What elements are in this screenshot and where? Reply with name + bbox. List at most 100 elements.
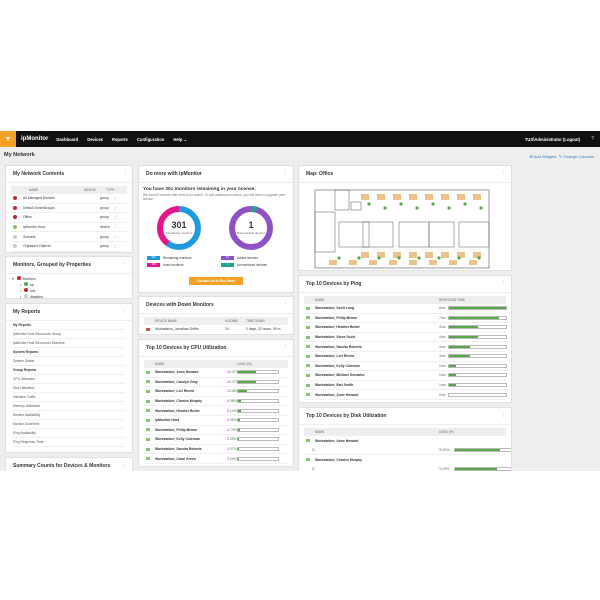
- table-row[interactable]: Workstation_Carol Green 3.04%: [144, 454, 288, 464]
- table-row[interactable]: Workstation_Kelly Coleman 3.09%: [144, 435, 288, 445]
- item-type: device: [100, 225, 110, 230]
- table-row[interactable]: ipMonitor Host 5.05%: [144, 416, 288, 426]
- report-link[interactable]: Monitor Availability: [13, 411, 125, 420]
- report-link[interactable]: ipMonitor Host Resources Monitors: [13, 339, 125, 348]
- device-name: Workstation_Steve Scott: [315, 335, 355, 340]
- table-row[interactable]: Workstation_Earl Smith 1ms: [304, 381, 507, 391]
- device-icon: [146, 370, 150, 374]
- table-row[interactable]: Workstation_Scott Long 8ms: [304, 304, 507, 314]
- metric-bar: [237, 427, 279, 432]
- tree-lost[interactable]: • lost: [20, 288, 36, 293]
- table-row[interactable]: Workstation_Steve Scott 4ms: [304, 333, 507, 343]
- donut1-value: 301: [171, 220, 186, 230]
- table-row[interactable]: Workstation_Heather Butler 8.14%: [144, 406, 288, 416]
- disk-drive-row[interactable]: C: 79.00%: [304, 446, 511, 456]
- menu-icon[interactable]: ⋮: [283, 301, 288, 307]
- table-row[interactable]: Workstation_Anne Howard: [304, 436, 506, 446]
- expand-icon[interactable]: ⤢: [114, 234, 117, 239]
- report-link[interactable]: Ping Response Time: [13, 438, 125, 447]
- menu-icon[interactable]: ⋮: [283, 170, 288, 176]
- device-name: Workstation_Lori Rivera: [315, 354, 355, 359]
- device-name: Workstation_Sandra Roberts: [315, 344, 362, 349]
- panel-title: Summary Counts for Devices & Monitors: [6, 458, 132, 471]
- report-link[interactable]: Disk Utilization: [13, 384, 125, 393]
- col-down: # DOWN: [225, 319, 238, 323]
- nav-dashboard[interactable]: Dashboard: [56, 136, 79, 142]
- contact-buy-button[interactable]: Contact Us to Buy More: [189, 277, 243, 285]
- menu-icon[interactable]: ⋮: [283, 344, 288, 350]
- change-columns-link[interactable]: ✎ Change Columns: [558, 154, 594, 159]
- report-link[interactable]: Monitor Downtime: [13, 420, 125, 429]
- list-item[interactable]: All Managed Devices group ⤢: [11, 194, 127, 204]
- device-icon: [146, 409, 150, 413]
- menu-icon[interactable]: ⋮: [122, 308, 127, 314]
- table-row[interactable]: Workstation_Sandra Roberts 3ms: [304, 342, 507, 352]
- report-link[interactable]: CPU Utilization: [13, 375, 125, 384]
- table-row[interactable]: Workstation_Michael Gonzalez 1ms: [304, 371, 507, 381]
- table-row[interactable]: Workstation_Sandra Roberts 3.07%: [144, 445, 288, 455]
- device-name: Workstation_Charles Murphy: [315, 457, 363, 462]
- panel-title: My Network Contents: [6, 166, 132, 183]
- table-row[interactable]: Workstation_Jonathan Griffin 10 2 days, 22…: [144, 325, 288, 334]
- nav-help[interactable]: Help ⌄: [173, 136, 188, 142]
- menu-icon[interactable]: ⋮: [122, 261, 127, 267]
- table-row[interactable]: Workstation_Carolyn Gray 44.27%: [144, 378, 288, 388]
- list-item[interactable]: Orphaned Objects group ⤢: [11, 242, 127, 252]
- add-widgets-link[interactable]: ⊞ Add Widgets: [529, 154, 557, 159]
- metric-bar: [237, 370, 279, 375]
- report-link[interactable]: Memory Utilization: [13, 402, 125, 411]
- col-used: USED (%): [439, 430, 454, 434]
- table-row[interactable]: Workstation_Kelly Coleman 1ms: [304, 362, 507, 372]
- table-row[interactable]: Workstation_Anne Howard 45.07%: [144, 368, 288, 378]
- office-floor-plan[interactable]: [299, 182, 512, 271]
- license-headline: You have 301 monitors remaining in your …: [143, 187, 256, 192]
- cpu-panel: Top 10 Devices by CPU Utilization ⋮ NAME L…: [138, 339, 294, 467]
- user-logout-link[interactable]: TUS\Administrator (Logout): [524, 136, 580, 142]
- list-item[interactable]: Default SmartGroups group ⤢: [11, 204, 127, 214]
- nav-configuration[interactable]: Configuration: [136, 136, 165, 142]
- tree-up[interactable]: • up: [20, 282, 34, 287]
- table-row[interactable]: Workstation_Anne Howard 0ms: [304, 390, 507, 400]
- menu-icon[interactable]: ⋮: [501, 280, 506, 286]
- metric-value: 3.07%: [227, 447, 237, 452]
- device-name: Workstation_Heather Butler: [155, 408, 200, 413]
- menu-icon[interactable]: ⋮: [501, 170, 506, 176]
- table-row[interactable]: Workstation_Heather Butler 4ms: [304, 323, 507, 333]
- tree-disabled[interactable]: • disabled: [20, 294, 43, 299]
- brand[interactable]: ipMonitor: [21, 136, 49, 142]
- disk-drive-row[interactable]: C: 73.00%: [304, 465, 511, 471]
- panel-title: Top 10 Devices by Ping: [299, 276, 511, 293]
- expand-icon[interactable]: ⤢: [114, 215, 117, 220]
- ipmonitor-logo-icon[interactable]: ▼: [0, 131, 16, 147]
- menu-icon[interactable]: ⋮: [122, 170, 127, 176]
- nav-devices[interactable]: Devices: [87, 136, 104, 142]
- expand-icon[interactable]: ⤢: [114, 244, 117, 249]
- report-link[interactable]: Ping Availability: [13, 429, 125, 438]
- table-row[interactable]: Workstation_Charles Murphy: [304, 455, 506, 465]
- expand-icon[interactable]: ⤢: [114, 196, 117, 201]
- grouped-panel: Monitors, Grouped by Properties ⋮ ▾ Monit…: [5, 256, 133, 299]
- table-row[interactable]: Workstation_Philip Brown 4.73%: [144, 426, 288, 436]
- table-row[interactable]: Workstation_Philip Brown 7ms: [304, 314, 507, 324]
- list-item[interactable]: Office group ⤢: [11, 213, 127, 223]
- report-link[interactable]: ipMonitor Host Resources Group: [13, 330, 125, 339]
- table-row[interactable]: Workstation_Lori Rivera 23.45%: [144, 387, 288, 397]
- table-row[interactable]: Workstation_Charles Murphy 8.08%: [144, 397, 288, 407]
- expand-icon[interactable]: ⤢: [114, 205, 117, 210]
- expand-icon[interactable]: ⤢: [114, 225, 117, 230]
- nav-reports[interactable]: Reports: [112, 136, 128, 142]
- menu-icon[interactable]: ⋮: [501, 412, 506, 418]
- menu-icon[interactable]: ⋮: [122, 462, 127, 468]
- list-item[interactable]: ipMonitor Host device ⤢: [11, 223, 127, 233]
- help-icon[interactable]: ?: [591, 136, 594, 142]
- report-link[interactable]: Interface Traffic: [13, 393, 125, 402]
- item-type: group: [100, 196, 109, 201]
- tree-monitors[interactable]: ▾ Monitors: [12, 276, 36, 281]
- metric-value: 3.09%: [227, 437, 237, 442]
- table-row[interactable]: Workstation_Lori Rivera 3ms: [304, 352, 507, 362]
- legend-item: 1 Unmonitored devices: [221, 263, 267, 267]
- panel-title: Top 10 Devices by Disk Utilization: [299, 408, 511, 425]
- metric-bar: [237, 437, 279, 442]
- list-item[interactable]: Subnets group ⤢: [11, 232, 127, 242]
- report-link[interactable]: System Status: [13, 357, 125, 366]
